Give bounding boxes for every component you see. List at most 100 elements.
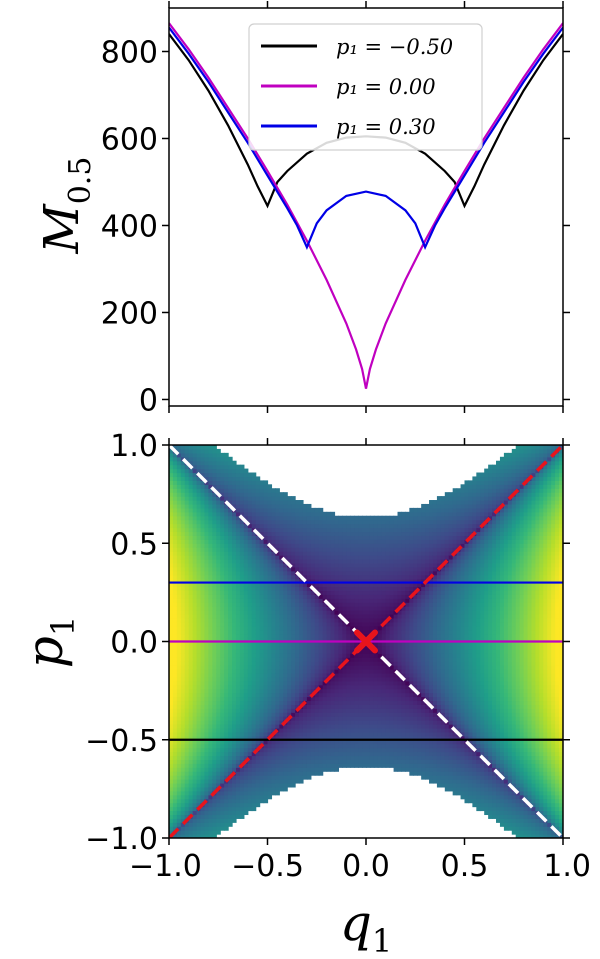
heatmap-cell xyxy=(369,684,375,690)
heatmap-cell xyxy=(228,570,233,576)
heatmap-cell xyxy=(369,696,375,702)
heatmap-cell xyxy=(251,484,257,489)
heatmap-cell xyxy=(220,669,225,674)
heatmap-cell xyxy=(212,523,217,529)
heatmap-cell xyxy=(310,735,316,741)
heatmap-cell xyxy=(342,558,347,564)
heatmap-cell xyxy=(169,590,174,595)
heatmap-cell xyxy=(302,759,308,764)
heatmap-cell xyxy=(369,759,375,764)
heatmap-cell xyxy=(251,594,257,599)
heatmap-cell xyxy=(413,672,418,678)
heatmap-cell xyxy=(397,531,403,536)
heatmap-cell xyxy=(295,665,300,670)
heatmap-cell xyxy=(401,665,406,670)
heatmap-cell xyxy=(180,782,186,788)
heatmap-cell xyxy=(220,810,225,816)
heatmap-cell xyxy=(318,574,324,580)
heatmap-cell xyxy=(314,735,320,741)
heatmap-cell xyxy=(358,755,363,760)
heatmap-cell xyxy=(275,547,280,552)
heatmap-cell xyxy=(409,566,414,572)
heatmap-cell xyxy=(172,535,178,540)
heatmap-cell xyxy=(302,602,308,607)
heatmap-cell xyxy=(299,594,304,599)
heatmap-cell xyxy=(212,657,217,662)
heatmap-cell xyxy=(204,790,209,796)
heatmap-cell xyxy=(326,543,332,548)
heatmap-cell xyxy=(243,653,249,658)
heatmap-cell xyxy=(389,602,395,607)
heatmap-cell xyxy=(235,759,241,764)
heatmap-cell xyxy=(228,727,233,733)
heatmap-cell xyxy=(251,794,257,800)
heatmap-cell xyxy=(204,621,209,627)
heatmap-cell xyxy=(239,590,245,595)
heatmap-cell xyxy=(251,759,257,764)
heatmap-cell xyxy=(208,629,213,635)
heatmap-cell xyxy=(385,633,391,639)
heatmap-cell xyxy=(366,763,371,768)
heatmap-cell xyxy=(259,531,265,536)
heatmap-cell xyxy=(212,594,217,599)
heatmap-cell xyxy=(346,739,351,745)
heatmap-cell xyxy=(239,586,245,592)
heatmap-cell xyxy=(366,735,371,741)
heatmap-cell xyxy=(172,488,178,493)
heatmap-cell xyxy=(228,751,233,757)
heatmap-cell xyxy=(169,523,174,529)
heatmap-cell xyxy=(180,724,186,729)
heatmap-cell xyxy=(417,751,422,757)
heatmap-cell xyxy=(306,771,312,776)
heatmap-cell xyxy=(228,657,233,662)
heatmap-cell xyxy=(255,625,261,631)
heatmap-cell xyxy=(259,566,265,572)
heatmap-cell xyxy=(224,657,229,662)
heatmap-cell xyxy=(362,704,367,709)
heatmap-cell xyxy=(310,727,316,733)
heatmap-cell xyxy=(369,543,375,548)
heatmap-cell xyxy=(381,602,387,607)
heatmap-cell xyxy=(204,570,209,576)
heatmap-cell xyxy=(208,464,213,470)
heatmap-cell xyxy=(405,739,410,745)
heatmap-cell xyxy=(373,610,379,615)
heatmap-cell xyxy=(283,724,288,729)
heatmap-cell xyxy=(302,735,308,741)
heatmap-cell xyxy=(184,472,190,478)
heatmap-cell xyxy=(184,755,190,760)
heatmap-cell xyxy=(326,743,332,749)
heatmap-cell xyxy=(377,606,383,611)
heatmap-cell xyxy=(291,547,296,552)
heatmap-cell xyxy=(204,704,209,709)
heatmap-cell xyxy=(369,672,375,678)
heatmap-cell xyxy=(385,739,391,745)
heatmap-cell xyxy=(176,637,182,643)
heatmap-cell xyxy=(180,751,186,757)
heatmap-cell xyxy=(271,665,276,670)
heatmap-cell xyxy=(188,523,194,529)
heatmap-cell xyxy=(239,688,245,694)
heatmap-cell xyxy=(346,523,351,529)
heatmap-cell xyxy=(224,724,229,729)
heatmap-cell xyxy=(259,712,265,717)
heatmap-cell xyxy=(259,594,265,599)
heatmap-cell xyxy=(192,755,198,760)
heatmap-cell xyxy=(251,539,257,544)
heatmap-cell xyxy=(401,672,406,678)
heatmap-cell xyxy=(413,613,418,619)
heatmap-cell xyxy=(212,496,217,501)
heatmap-cell xyxy=(314,515,320,521)
heatmap-cell xyxy=(188,735,194,741)
heatmap-cell xyxy=(295,606,300,611)
heatmap-cell xyxy=(302,558,308,564)
heatmap-cell xyxy=(208,535,213,540)
heatmap-cell xyxy=(287,712,292,717)
heatmap-cell xyxy=(405,669,410,674)
heatmap-cell xyxy=(354,657,359,662)
heatmap-cell xyxy=(176,649,182,654)
heatmap-cell xyxy=(184,633,190,639)
heatmap-cell xyxy=(184,716,190,721)
heatmap-cell xyxy=(192,476,198,481)
heatmap-cell xyxy=(220,511,225,517)
